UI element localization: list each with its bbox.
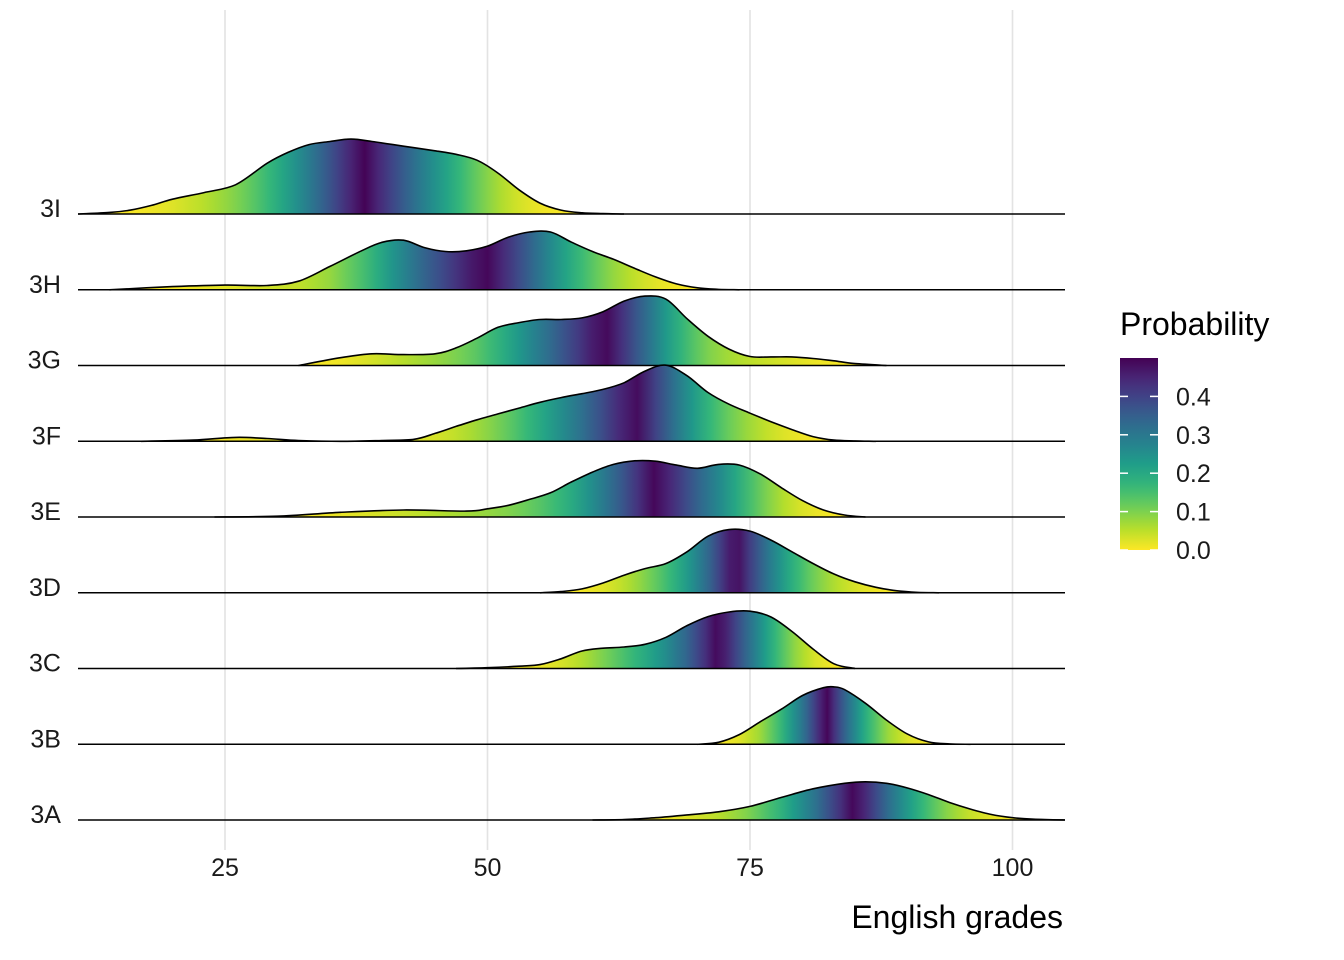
ridge-area-3A [592, 781, 1065, 820]
y-tick-label-3G: 3G [28, 347, 61, 375]
y-tick-label-3C: 3C [29, 650, 61, 678]
legend-label-0.1: 0.1 [1176, 499, 1211, 527]
ridge-outline-3A [592, 780, 1066, 821]
y-tick-label-3D: 3D [29, 574, 61, 602]
ridge-outline-3B [697, 685, 971, 746]
y-tick-labels: 3I 3H 3G 3F 3E 3D 3C 3B 3A [28, 195, 62, 829]
ridge-3I [77, 138, 1065, 215]
ridge-3A [78, 780, 1066, 821]
legend: Probability 0.0 0.1 0.2 0.3 0.4 [1120, 306, 1269, 565]
ridge-area-3F [141, 365, 876, 442]
ridge-outline-3C [455, 609, 856, 670]
ridge-layer [77, 138, 1066, 821]
ridge-3E [78, 459, 1065, 518]
y-tick-label-3E: 3E [30, 498, 61, 526]
x-tick-labels: 25 50 75 100 [211, 854, 1033, 882]
ridge-area-3G [298, 295, 887, 366]
ridge-area-3B [697, 686, 971, 745]
ridge-3C [78, 609, 1065, 670]
ridge-3D [78, 528, 1065, 594]
ridge-3H [78, 230, 1065, 291]
y-tick-label-3I: 3I [40, 195, 61, 223]
x-tick-label-75: 75 [736, 854, 764, 882]
ridge-3F [78, 364, 1065, 443]
y-tick-label-3H: 3H [29, 271, 61, 299]
x-tick-label-100: 100 [992, 854, 1034, 882]
y-tick-label-3A: 3A [30, 801, 61, 829]
legend-title: Probability [1120, 306, 1269, 342]
ridge-area-3E [214, 460, 866, 517]
ridge-area-3C [456, 610, 855, 669]
ridge-3G [78, 295, 1065, 367]
legend-label-0.2: 0.2 [1176, 460, 1211, 488]
y-tick-label-3B: 3B [30, 725, 61, 753]
x-tick-label-25: 25 [211, 854, 239, 882]
ridge-outline-3H [109, 230, 740, 291]
legend-colorbar [1120, 358, 1158, 550]
legend-label-0.4: 0.4 [1176, 383, 1211, 411]
legend-label-0.0: 0.0 [1176, 537, 1211, 565]
legend-label-0.3: 0.3 [1176, 422, 1211, 450]
x-axis-title: English grades [851, 899, 1063, 935]
x-tick-label-50: 50 [474, 854, 502, 882]
ridge-area-3I [78, 139, 624, 214]
ridge-outline-3D [539, 528, 940, 594]
ridge-3B [78, 685, 1065, 746]
ridge-outline-3I [77, 138, 625, 215]
ridge-area-3H [109, 231, 740, 290]
legend-ticks: 0.0 0.1 0.2 0.3 0.4 [1120, 383, 1211, 565]
ridge-outline-3G [298, 295, 887, 367]
ridge-outline-3E [214, 459, 866, 518]
y-tick-label-3F: 3F [32, 422, 61, 450]
